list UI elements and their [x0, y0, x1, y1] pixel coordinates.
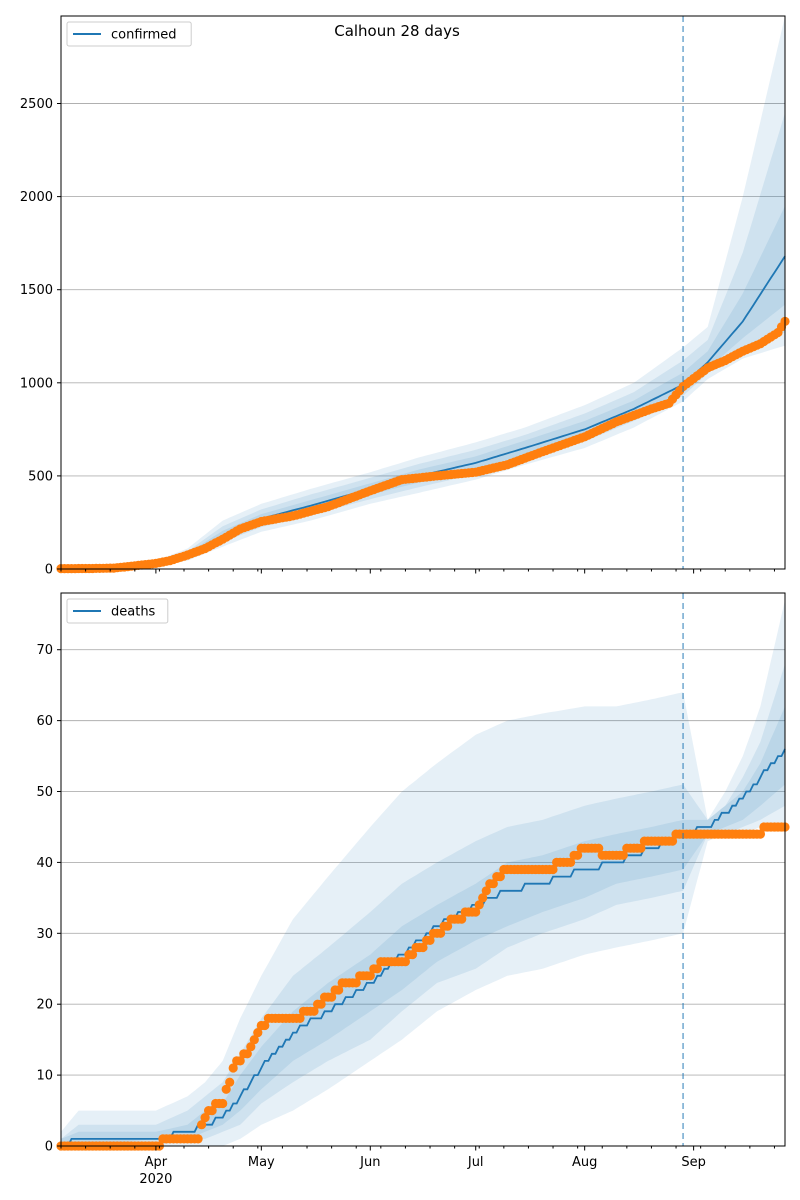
y-tick-label: 0 [45, 563, 53, 578]
observed-point [755, 829, 766, 839]
y-tick-label: 1500 [20, 283, 53, 298]
observed-point [228, 1063, 238, 1073]
observed-point [400, 957, 410, 967]
band-outer [61, 600, 785, 1146]
observed-point [253, 1028, 263, 1038]
confirmed-legend-label: confirmed [111, 28, 177, 43]
x-tick-label: Apr [145, 1155, 168, 1170]
observed-point [260, 1020, 270, 1031]
deaths-bands [61, 600, 785, 1146]
observed-point [334, 985, 344, 995]
observed-point [200, 1113, 210, 1123]
observed-point [207, 1106, 217, 1116]
observed-point [197, 1120, 207, 1130]
observed-point [407, 950, 418, 960]
observed-point [365, 971, 375, 981]
x-tick-year-label: 2020 [139, 1172, 172, 1187]
y-tick-label: 50 [36, 785, 53, 800]
y-tick-label: 20 [36, 998, 53, 1013]
y-tick-label: 10 [36, 1069, 53, 1084]
band-inner [61, 706, 785, 1146]
deaths-legend: deaths [66, 598, 169, 624]
observed-point [246, 1042, 256, 1052]
band-middle [61, 663, 785, 1146]
observed-point [221, 1084, 231, 1094]
y-tick-label: 30 [36, 927, 53, 942]
observed-point [425, 935, 435, 946]
observed-point [242, 1049, 252, 1059]
confirmed-y-ticks: 0 500 1000 1500 2000 2500 [20, 97, 61, 578]
observed-point [418, 942, 428, 953]
observed-point [478, 893, 488, 903]
observed-point [548, 864, 558, 875]
observed-point [457, 914, 467, 924]
observed-point [316, 999, 326, 1009]
observed-point [618, 850, 628, 860]
deaths-panel: 0 10 20 30 40 50 60 70 Apr 2020 May Jun Jul Aug Sep d… [36, 592, 790, 1187]
confirmed-panel: 0 500 1000 1500 2000 2500 confirmed Calhoun 2… [20, 15, 790, 578]
observed-point [295, 1013, 305, 1024]
observed-point [566, 857, 576, 868]
y-tick-label: 0 [45, 1140, 53, 1155]
y-tick-label: 2000 [20, 190, 53, 205]
observed-point [351, 978, 361, 988]
observed-point [573, 850, 583, 860]
observed-point [249, 1035, 259, 1045]
y-tick-label: 40 [36, 856, 53, 871]
y-tick-label: 500 [28, 469, 53, 484]
observed-point [218, 1098, 228, 1109]
observed-point [495, 872, 505, 882]
x-tick-label: Sep [681, 1155, 706, 1170]
x-tick-label: Aug [572, 1155, 597, 1170]
observed-point [235, 1056, 245, 1066]
observed-point [481, 886, 491, 896]
deaths-axes-frame [60, 592, 786, 1147]
y-tick-label: 2500 [20, 97, 53, 112]
x-tick-label: Jul [467, 1155, 484, 1170]
y-tick-label: 70 [36, 643, 53, 658]
deaths-observed-points [56, 822, 790, 1151]
observed-point [471, 907, 481, 917]
observed-point [225, 1077, 235, 1087]
deaths-legend-box [66, 598, 169, 624]
x-tick-label: Jun [359, 1155, 380, 1170]
observed-point [193, 1134, 203, 1144]
confirmed-legend: confirmed [66, 21, 192, 47]
observed-point [474, 900, 484, 910]
deaths-x-ticks: Apr 2020 May Jun Jul Aug Sep [60, 1146, 775, 1187]
observed-point [309, 1006, 319, 1016]
observed-point [327, 992, 337, 1002]
observed-point [636, 843, 646, 853]
observed-point [443, 921, 453, 931]
observed-point [488, 879, 498, 889]
deaths-grid [61, 649, 785, 1147]
observed-point [594, 843, 604, 853]
chart-title: Calhoun 28 days [334, 22, 460, 40]
observed-point [372, 964, 382, 974]
y-tick-label: 1000 [20, 376, 53, 391]
deaths-y-ticks: 0 10 20 30 40 50 60 70 [36, 643, 61, 1155]
x-tick-label: May [248, 1155, 275, 1170]
observed-point [667, 836, 678, 846]
confirmed-legend-box [66, 21, 192, 47]
confirmed-axes-frame [60, 15, 786, 570]
confirmed-x-ticks [60, 569, 775, 574]
deaths-legend-label: deaths [111, 605, 156, 620]
y-tick-label: 60 [36, 714, 53, 729]
observed-point [436, 928, 446, 938]
